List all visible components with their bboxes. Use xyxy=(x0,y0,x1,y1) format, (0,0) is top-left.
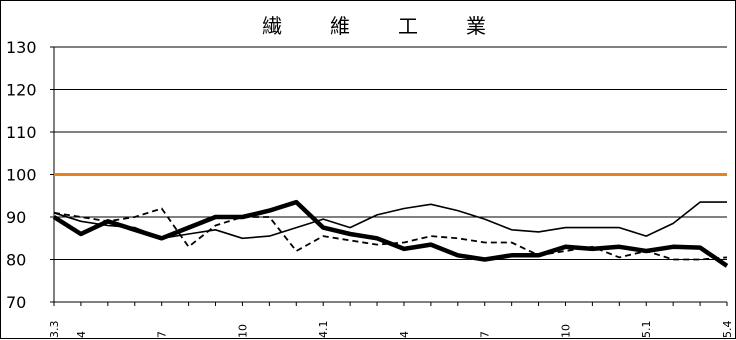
x-tick-label: 4 xyxy=(75,331,88,338)
series-line-thin-solid xyxy=(53,201,727,240)
x-tick-label: 7 xyxy=(156,331,169,338)
x-tick-label: 3.3 xyxy=(48,321,61,339)
x-tick-label: 7 xyxy=(479,331,492,338)
chart-title: 繊 維 工 業 xyxy=(262,14,500,38)
y-tick-label: 90 xyxy=(6,208,26,227)
x-tick-label: 4.1 xyxy=(317,321,330,339)
x-tick-label: 10 xyxy=(559,324,572,338)
y-tick-label: 110 xyxy=(6,123,37,142)
y-tick-label: 100 xyxy=(6,166,37,185)
y-tick-label: 80 xyxy=(6,251,26,270)
x-tick-label: 4 xyxy=(398,331,411,338)
x-tick-label: 10 xyxy=(236,324,249,338)
y-tick-label: 120 xyxy=(6,81,37,100)
x-tick-label: 5.4 xyxy=(721,321,734,339)
series-line-thick-solid xyxy=(52,199,729,268)
x-tick-label: 5.1 xyxy=(640,321,653,339)
y-tick-label: 130 xyxy=(6,38,37,57)
y-tick-label: 70 xyxy=(6,293,26,312)
